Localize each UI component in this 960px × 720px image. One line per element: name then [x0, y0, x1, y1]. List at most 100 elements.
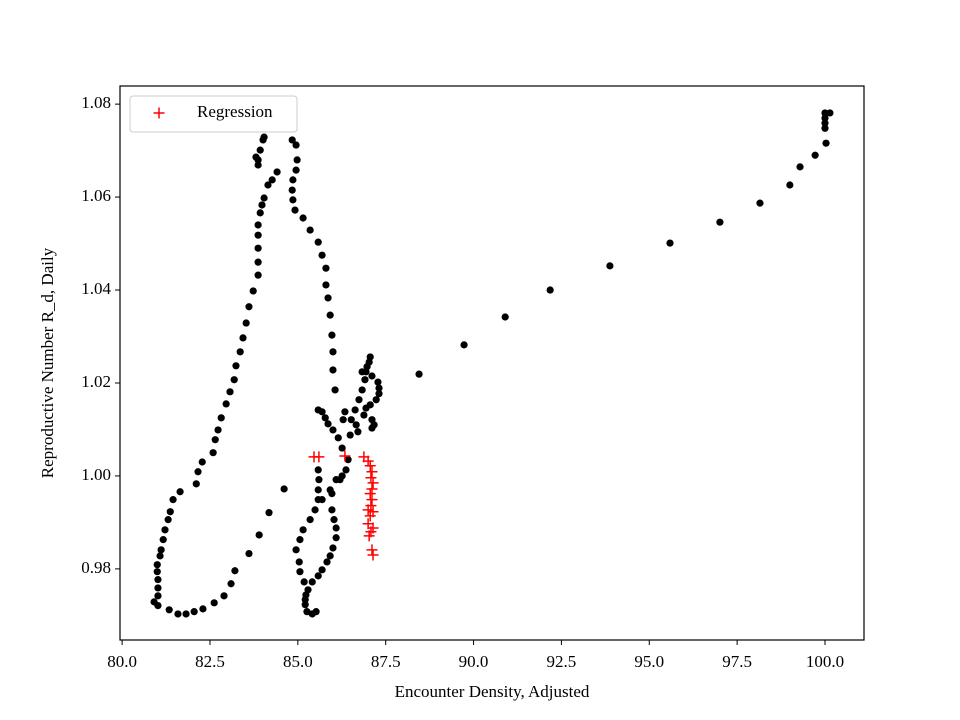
- dot-marker: [230, 376, 238, 384]
- dot-marker: [666, 239, 674, 247]
- x-tick-label: 92.5: [547, 652, 577, 671]
- dot-marker: [341, 408, 349, 416]
- dot-marker: [165, 606, 173, 614]
- dot-marker: [166, 508, 174, 516]
- dot-marker: [252, 153, 260, 161]
- dot-marker: [326, 552, 334, 560]
- dot-marker: [256, 209, 264, 217]
- dot-marker: [332, 524, 340, 532]
- dot-marker: [306, 516, 314, 524]
- dot-marker: [301, 601, 309, 609]
- legend-box: [129, 95, 298, 133]
- dot-marker: [351, 406, 359, 414]
- plus-marker: [362, 455, 374, 467]
- dot-marker: [323, 558, 331, 566]
- dot-marker: [334, 434, 342, 442]
- plus-marker: [339, 450, 351, 462]
- dot-marker: [254, 271, 262, 279]
- dot-marker: [296, 536, 304, 544]
- y-tick-label: 1.08: [81, 93, 111, 112]
- dot-marker: [821, 114, 829, 122]
- dot-marker: [328, 489, 336, 498]
- dot-marker: [374, 378, 382, 386]
- dot-marker: [288, 136, 296, 144]
- dot-marker: [154, 575, 162, 584]
- dot-marker: [220, 592, 228, 600]
- dot-marker: [329, 366, 337, 374]
- dot-marker: [255, 531, 263, 539]
- dot-marker: [786, 181, 794, 189]
- dot-marker: [292, 166, 300, 174]
- dot-marker: [342, 466, 350, 474]
- dot-marker: [194, 468, 202, 476]
- dot-marker: [368, 424, 376, 432]
- plus-marker: [363, 530, 375, 542]
- plot-area: [150, 109, 834, 618]
- dot-marker: [289, 196, 297, 204]
- dot-marker: [326, 311, 334, 319]
- dot-marker: [239, 334, 247, 342]
- dot-marker: [159, 536, 167, 544]
- legend-marker: [153, 107, 165, 119]
- dot-marker: [318, 408, 326, 416]
- dot-marker: [280, 485, 288, 493]
- dot-marker: [174, 610, 182, 618]
- dot-marker: [293, 156, 301, 164]
- dot-marker: [826, 109, 834, 117]
- dot-marker: [254, 244, 262, 252]
- dot-marker: [258, 201, 266, 209]
- dot-marker: [292, 141, 300, 149]
- dot-marker: [756, 199, 764, 207]
- dot-marker: [796, 163, 804, 171]
- dot-marker: [339, 416, 347, 424]
- plus-marker: [364, 488, 376, 500]
- dot-marker: [716, 218, 724, 226]
- dot-marker: [331, 386, 339, 394]
- dot-marker: [501, 313, 509, 321]
- dot-marker: [265, 509, 273, 517]
- plus-marker: [366, 494, 378, 506]
- dot-marker: [222, 400, 230, 408]
- dot-marker: [358, 386, 366, 394]
- dot-marker: [332, 534, 340, 542]
- plus-marker: [362, 504, 374, 516]
- dot-marker: [368, 372, 376, 380]
- dot-marker: [306, 226, 314, 234]
- dot-marker: [231, 567, 239, 575]
- legend-label: Regression: [197, 102, 273, 121]
- x-tick-label: 85.0: [283, 652, 313, 671]
- dot-marker: [415, 370, 423, 378]
- dot-marker: [300, 578, 308, 586]
- dot-marker: [314, 486, 322, 494]
- dot-marker: [209, 449, 217, 457]
- dot-marker: [154, 592, 162, 600]
- dot-marker: [358, 368, 366, 376]
- plus-marker: [364, 510, 376, 522]
- dot-marker: [304, 586, 312, 594]
- plus-marker: [367, 477, 379, 489]
- plus-marker: [366, 544, 378, 556]
- dot-marker: [328, 506, 336, 514]
- dot-marker: [164, 516, 172, 524]
- x-tick-label: 80.0: [107, 652, 137, 671]
- dot-marker: [296, 568, 304, 576]
- dot-marker: [242, 319, 250, 327]
- dot-marker: [254, 231, 262, 239]
- dot-marker: [182, 610, 190, 618]
- dot-marker: [375, 384, 383, 392]
- dot-marker: [199, 605, 207, 613]
- dot-marker: [322, 281, 330, 289]
- dot-marker: [329, 426, 337, 434]
- dot-marker: [301, 595, 309, 604]
- dot-marker: [232, 362, 240, 370]
- dot-marker: [156, 552, 164, 560]
- dot-marker: [308, 578, 316, 586]
- dot-marker: [227, 580, 235, 588]
- x-tick-label: 95.0: [634, 652, 664, 671]
- dot-marker: [260, 133, 268, 141]
- dot-marker: [273, 168, 281, 176]
- dot-marker: [210, 599, 218, 607]
- axes-frame: [119, 85, 865, 641]
- dot-marker: [338, 444, 346, 452]
